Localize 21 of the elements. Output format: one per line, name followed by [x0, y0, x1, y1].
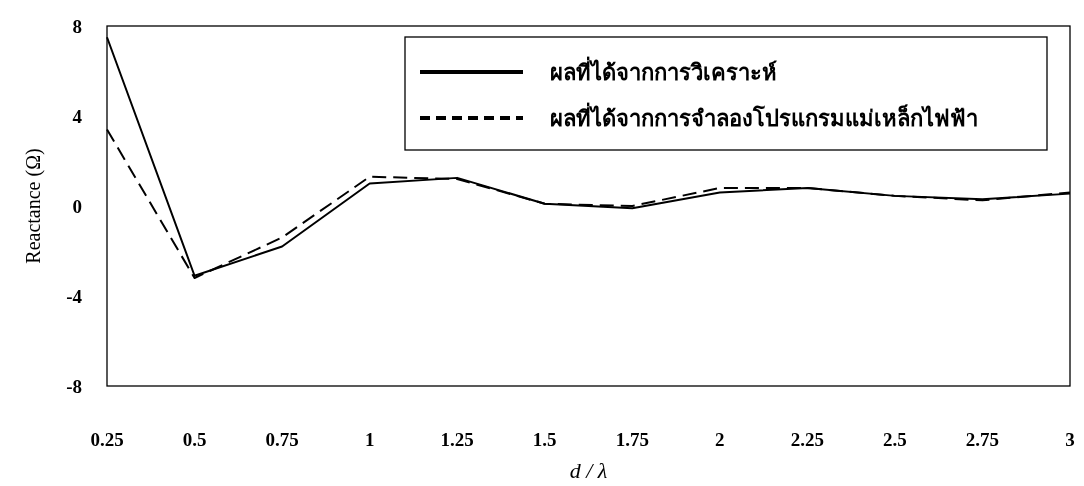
- x-tick-label: 0.75: [265, 429, 299, 450]
- x-tick-label: 1.75: [615, 429, 649, 450]
- x-tick-label: 1: [364, 429, 375, 450]
- y-axis-title: Reactance (Ω): [22, 148, 45, 264]
- x-tick-label: 2.5: [883, 429, 907, 450]
- x-tick-label: 0.25: [90, 429, 124, 450]
- x-tick-label: 2.25: [790, 429, 824, 450]
- x-axis-title: d / λ: [569, 458, 608, 483]
- y-tick-label: 0: [72, 196, 82, 217]
- y-tick-label: -4: [66, 286, 83, 307]
- x-tick-label: 1.25: [440, 429, 474, 450]
- x-tick-label: 2.75: [965, 429, 1000, 450]
- y-tick-label: -8: [66, 376, 82, 397]
- x-tick-label: 0.5: [182, 429, 207, 450]
- legend-label: ผลที่ได้จากการวิเคราะห์: [550, 56, 777, 85]
- x-tick-label: 3: [1065, 429, 1075, 450]
- x-tick-label: 1.5: [532, 429, 557, 450]
- y-tick-label: 8: [72, 16, 82, 37]
- y-tick-label: 4: [72, 106, 83, 127]
- x-tick-label: 2: [715, 429, 725, 450]
- legend-label: ผลที่ได้จากการจำลองโปรแกรมแม่เหล็กไฟฟ้า: [550, 102, 978, 131]
